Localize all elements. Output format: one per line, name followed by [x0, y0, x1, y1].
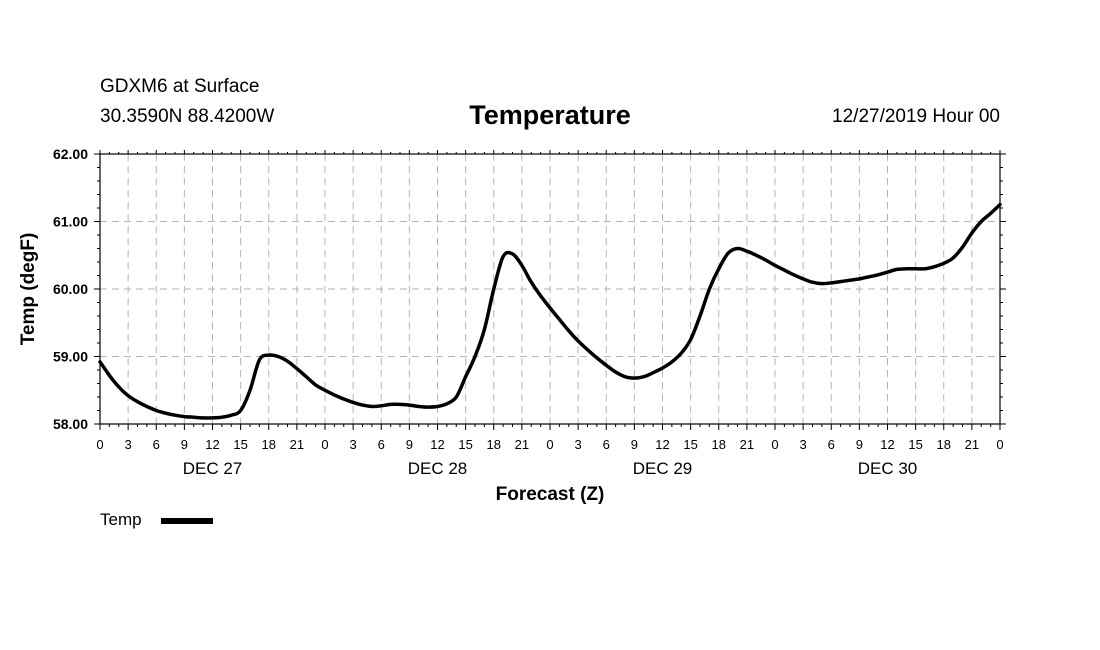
- x-tick-label: 18: [262, 437, 276, 452]
- x-tick-label: 12: [430, 437, 444, 452]
- legend-line-swatch: [161, 518, 213, 524]
- x-tick-label: 9: [631, 437, 638, 452]
- x-tick-label: 3: [350, 437, 357, 452]
- y-tick-label: 61.00: [53, 214, 88, 230]
- x-tick-label: 12: [655, 437, 669, 452]
- legend-label: Temp: [100, 510, 142, 529]
- x-tick-label: 0: [96, 437, 103, 452]
- plot-frame: [99, 153, 1001, 425]
- y-tick-label: 60.00: [53, 281, 88, 297]
- x-tick-label: 6: [828, 437, 835, 452]
- date-label: DEC 30: [858, 459, 918, 478]
- x-tick-label: 0: [546, 437, 553, 452]
- x-tick-label: 12: [205, 437, 219, 452]
- x-tick-label: 3: [125, 437, 132, 452]
- x-tick-label: 9: [856, 437, 863, 452]
- chart-title: Temperature: [469, 100, 631, 130]
- x-tick-label: 21: [965, 437, 979, 452]
- x-tick-label: 18: [937, 437, 951, 452]
- date-label: DEC 28: [408, 459, 468, 478]
- x-tick-label: 15: [683, 437, 697, 452]
- y-tick-label: 62.00: [53, 146, 88, 162]
- x-tick-label: 21: [290, 437, 304, 452]
- x-tick-label: 0: [771, 437, 778, 452]
- x-tick-label: 18: [712, 437, 726, 452]
- x-tick-label: 12: [880, 437, 894, 452]
- y-axis-title: Temp (degF): [18, 233, 39, 346]
- x-tick-label: 6: [378, 437, 385, 452]
- temp-series-line: [98, 202, 1002, 420]
- tick-labels: 0 3 6 9 12 15 18 21 0 3 6 9 12 15 18 21 0 3 6 9 12 15 18 21 0 3 6 9…: [53, 146, 1004, 478]
- grid-lines: [100, 154, 1000, 424]
- y-tick-label: 59.00: [53, 349, 88, 365]
- date-label: DEC 29: [633, 459, 693, 478]
- forecast-run-time: 12/27/2019 Hour 00: [832, 106, 1000, 127]
- date-label: DEC 27: [183, 459, 243, 478]
- x-tick-label: 21: [515, 437, 529, 452]
- x-tick-label: 3: [800, 437, 807, 452]
- x-tick-label: 21: [740, 437, 754, 452]
- x-tick-label: 6: [153, 437, 160, 452]
- x-tick-label: 15: [233, 437, 247, 452]
- station-coordinates: 30.3590N 88.4200W: [100, 106, 275, 127]
- x-axis-title: Forecast (Z): [496, 484, 605, 505]
- x-tick-label: 0: [321, 437, 328, 452]
- x-tick-label: 18: [487, 437, 501, 452]
- x-tick-label: 15: [458, 437, 472, 452]
- y-tick-label: 58.00: [53, 416, 88, 432]
- x-tick-label: 9: [181, 437, 188, 452]
- x-tick-label: 3: [575, 437, 582, 452]
- x-tick-label: 0: [996, 437, 1003, 452]
- station-name: GDXM6 at Surface: [100, 76, 260, 97]
- x-tick-label: 6: [603, 437, 610, 452]
- x-tick-label: 9: [406, 437, 413, 452]
- x-tick-label: 15: [908, 437, 922, 452]
